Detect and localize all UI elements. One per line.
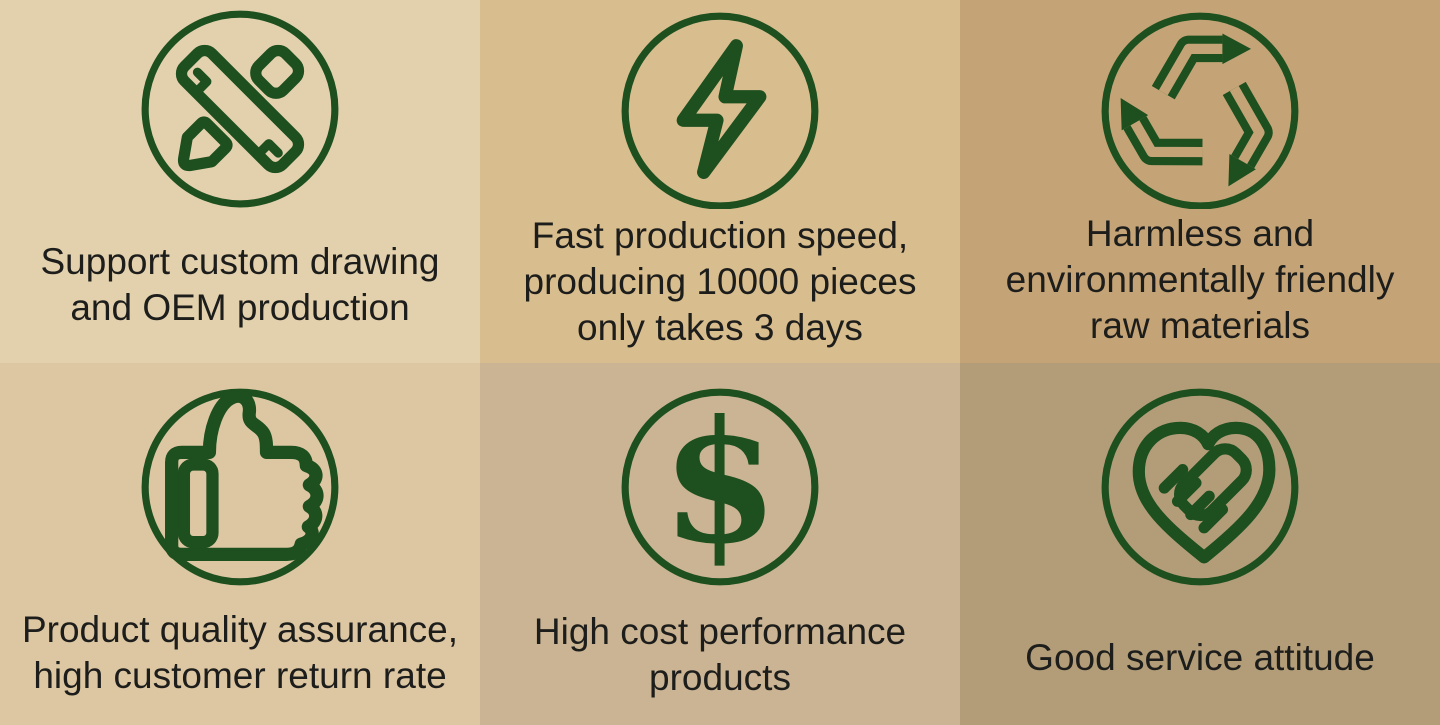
- feature-card-fast-production: Fast production speed, producing 10000 p…: [480, 0, 960, 363]
- caption-line: Good service attitude: [1025, 637, 1375, 678]
- icon-wrap: [618, 5, 822, 209]
- icon-circle: [1101, 388, 1299, 585]
- caption-line: producing 10000 pieces: [523, 260, 917, 302]
- icon-wrap: [138, 5, 342, 209]
- feature-caption: Good service attitude: [1025, 635, 1375, 681]
- feature-caption: Harmless and environmentally friendly ra…: [1006, 211, 1395, 349]
- icon-wrap: $: [618, 385, 822, 589]
- icon-wrap: [1098, 5, 1302, 209]
- caption-line: Product quality assurance,: [21, 609, 458, 650]
- feature-caption: High cost performance products: [534, 609, 906, 701]
- caption-line: High cost performance: [533, 611, 907, 652]
- icon-circle: [141, 10, 339, 208]
- caption-line: and OEM production: [70, 286, 410, 328]
- feature-card-eco-friendly: Harmless and environmentally friendly ra…: [960, 0, 1440, 363]
- handshake-heart-icon: [1101, 388, 1299, 585]
- caption-line: raw materials: [1090, 304, 1310, 346]
- icon-wrap: [138, 385, 342, 589]
- icon-circle: [621, 12, 819, 209]
- feature-caption: Product quality assurance, high customer…: [22, 607, 458, 699]
- caption-line: products: [649, 657, 791, 698]
- lightning-icon: [621, 12, 819, 209]
- caption-line: only takes 3 days: [577, 306, 863, 348]
- thumbs-up-icon: [141, 388, 339, 585]
- feature-card-quality: Product quality assurance, high customer…: [0, 362, 480, 725]
- feature-card-cost-performance: $ High cost performance products: [480, 362, 960, 725]
- feature-caption: Fast production speed, producing 10000 p…: [524, 213, 917, 351]
- caption-line: high customer return rate: [33, 655, 447, 696]
- caption-line: environmentally friendly: [1005, 258, 1395, 300]
- caption-line: Fast production speed,: [531, 214, 909, 256]
- pencil-ruler-icon: [141, 10, 339, 208]
- feature-caption: Support custom drawing and OEM productio…: [41, 239, 440, 331]
- feature-card-custom-drawing: Support custom drawing and OEM productio…: [0, 0, 480, 363]
- caption-line: Harmless and: [1085, 212, 1315, 254]
- icon-circle: [621, 388, 819, 585]
- icon-wrap: [1098, 385, 1302, 589]
- feature-card-service: Good service attitude: [960, 362, 1440, 725]
- dollar-glyph: $: [661, 385, 778, 581]
- icon-circle: [1101, 12, 1299, 209]
- recycle-icon: [1101, 12, 1299, 209]
- caption-line: Support custom drawing: [40, 240, 440, 282]
- dollar-icon: $: [621, 385, 819, 585]
